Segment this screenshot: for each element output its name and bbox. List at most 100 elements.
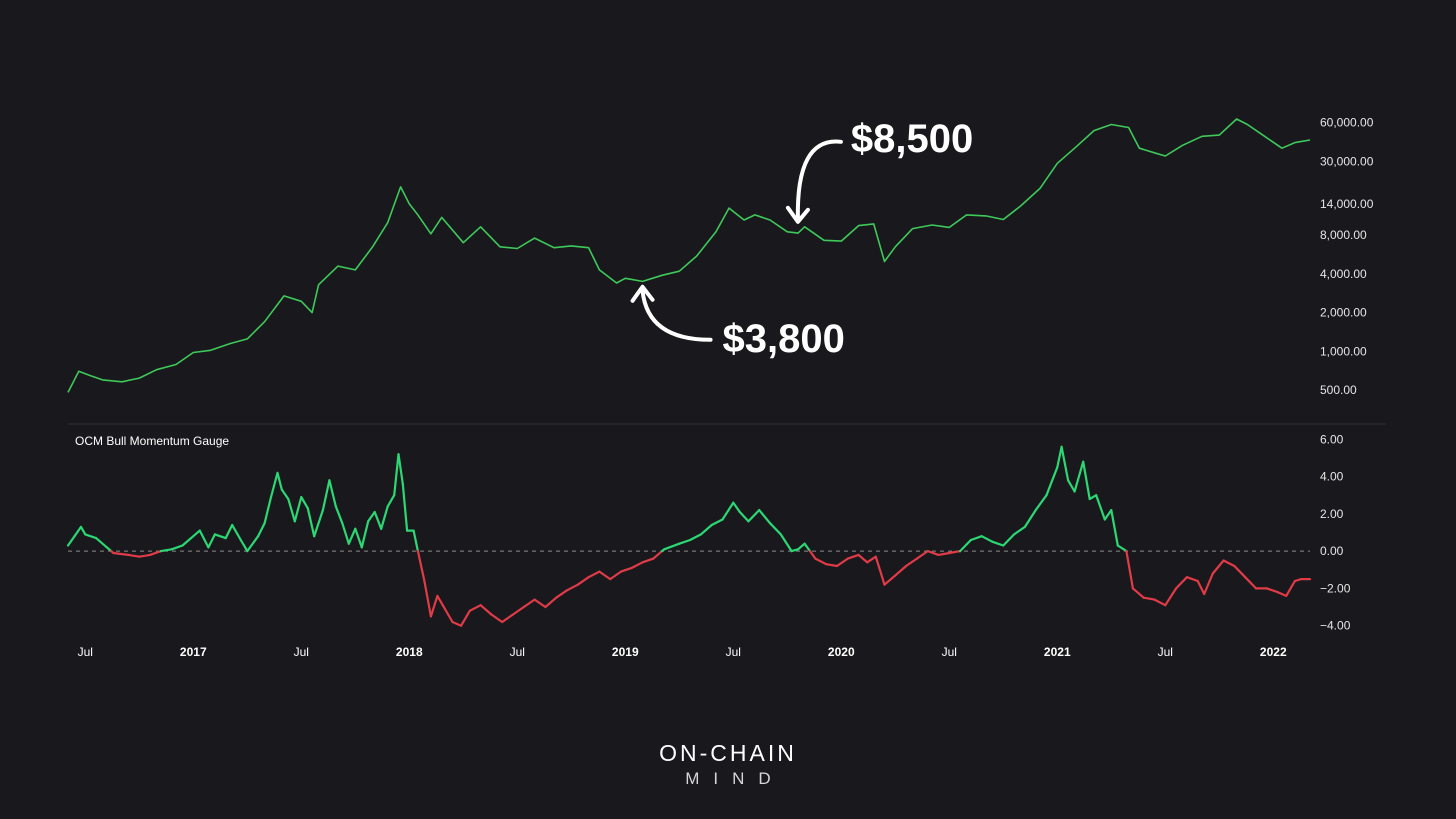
gauge-segment-negative [533,598,547,609]
gauge-segment-negative [598,570,612,581]
gauge-segment-negative [1164,587,1178,607]
gauge-segment-negative [1131,587,1145,599]
price-y-tick-label: 8,000.00 [1320,228,1367,242]
gauge-y-tick-label: 0.00 [1320,544,1344,558]
gauge-title: OCM Bull Momentum Gauge [75,434,229,448]
gauge-segment-positive [747,509,761,523]
gauge-y-tick-label: −4.00 [1320,619,1351,633]
gauge-segment-positive [779,533,793,553]
gauge-segment-negative [1203,572,1214,596]
gauge-segment-positive [1103,509,1113,521]
gauge-segment-negative [825,563,839,568]
gauge-segment-positive [1023,509,1037,529]
gauge-segment-positive [796,542,806,551]
gauge-segment-negative [479,604,493,616]
gauge-segment-positive [334,505,344,525]
gauge-segment-positive [1034,494,1048,512]
gauge-segment-negative [904,557,919,568]
gauge-segment-negative [948,549,962,555]
gauge-segment-positive [246,535,260,553]
price-y-tick-label: 30,000.00 [1320,154,1374,168]
gauge-segment-positive [969,535,983,542]
annotation-arrowhead [630,284,655,303]
price-annotations: $8,500 $3,800 [630,117,973,361]
gauge-segment-negative [442,605,454,624]
x-tick-label: Jul [942,645,957,659]
gauge-segment-positive [257,522,266,538]
gauge-segment-negative [808,549,817,560]
gauge-segment-positive [980,535,994,543]
gauge-segment-positive [397,453,404,486]
time-x-axis: Jul 2017 Jul 2018 Jul 2019 Jul 2020 Jul 2021 Jul 20… [78,645,1287,659]
chart-canvas: 60,000.00 30,000.00 14,000.00 8,000.00 4,000… [66,116,1386,659]
annotation-label: $3,800 [723,317,845,361]
gauge-segment-positive [367,510,376,523]
gauge-segment-negative [630,561,644,570]
x-tick-label: 2020 [828,645,855,659]
annotation-arrow [795,139,843,222]
gauge-segment-negative [609,570,623,581]
gauge-segment-positive [393,453,400,497]
x-tick-label: Jul [510,645,525,659]
gauge-segment-positive [321,479,331,512]
gauge-segment-positive [401,482,409,532]
gauge-segment-negative [423,579,432,618]
gauge-segment-positive [354,527,363,549]
gauge-segment-positive [181,535,195,547]
gauge-segment-negative [149,549,162,557]
x-tick-label: 2019 [612,645,639,659]
gauge-y-tick-label: −2.00 [1320,581,1351,595]
gauge-segment-negative [814,557,828,566]
gauge-segment-positive [1060,445,1070,482]
gauge-panel: OCM Bull Momentum Gauge 6.00 4.00 2.00 0.00… [66,432,1351,633]
gauge-segment-positive [239,538,249,553]
price-y-tick-label: 500.00 [1320,383,1357,397]
x-tick-label: 2018 [396,645,423,659]
gauge-segment-positive [373,510,383,530]
gauge-segment-negative [460,609,471,627]
gauge-segment-positive [306,507,316,538]
gauge-segment-positive [1002,533,1016,547]
gauge-segment-positive [1088,494,1098,501]
gauge-segment-positive [224,523,234,540]
gauge-segment-negative [652,549,664,560]
x-tick-label: Jul [78,645,93,659]
gauge-segment-positive [287,497,296,523]
price-y-axis: 60,000.00 30,000.00 14,000.00 8,000.00 4,000… [1320,116,1374,397]
x-tick-label: 2022 [1260,645,1287,659]
price-y-tick-label: 60,000.00 [1320,116,1374,130]
gauge-segment-negative [866,555,877,564]
x-tick-label: Jul [726,645,741,659]
gauge-segment-negative [937,551,951,557]
gauge-segment-positive [84,533,98,540]
gauge-segment-negative [1174,576,1189,590]
gauge-segment-positive [269,471,279,499]
gauge-segment-negative [641,557,655,564]
gauge-segment-positive [803,542,812,553]
gauge-y-tick-label: 4.00 [1320,470,1344,484]
gauge-segment-negative [511,605,525,616]
gauge-series [66,445,1312,627]
gauge-segment-positive [412,529,419,553]
gauge-segment-positive [758,509,772,525]
gauge-segment-negative [468,604,482,612]
gauge-segment-positive [207,533,216,549]
gauge-segment-positive [198,529,210,549]
gauge-segment-negative [1233,564,1247,579]
price-series-line [67,118,1311,393]
gauge-segment-negative [501,613,515,624]
gauge-segment-positive [280,488,290,501]
gauge-segment-positive [263,496,273,525]
gauge-segment-positive [94,536,109,549]
gauge-y-axis: 6.00 4.00 2.00 0.00 −2.00 −4.00 [1320,432,1351,632]
gauge-segment-positive [1082,460,1091,501]
gauge-segment-positive [170,544,184,551]
gauge-segment-positive [768,522,782,536]
gauge-segment-positive [1110,509,1119,547]
gauge-segment-positive [958,538,973,553]
gauge-segment-negative [1196,579,1206,596]
gauge-segment-negative [926,549,940,557]
price-y-tick-label: 1,000.00 [1320,344,1367,358]
gauge-segment-negative [451,620,463,627]
